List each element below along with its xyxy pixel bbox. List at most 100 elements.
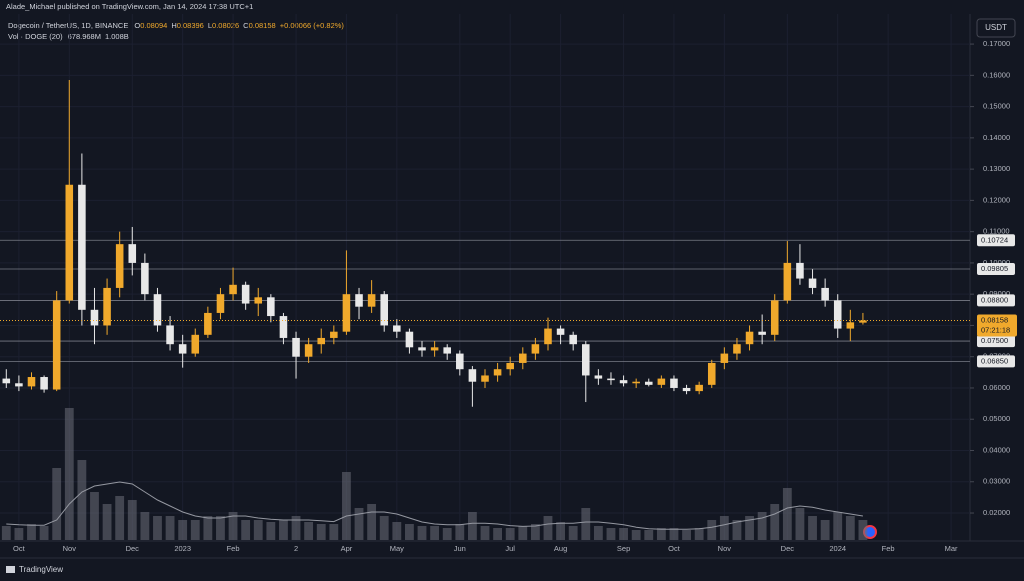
- candle-body: [594, 375, 603, 379]
- candle-body: [707, 362, 716, 385]
- candle-body: [833, 300, 842, 329]
- candle-body: [15, 383, 23, 387]
- x-tick-label: Nov: [63, 544, 77, 553]
- volume-bar: [694, 528, 704, 540]
- level-label: 0.10724: [981, 235, 1008, 244]
- candle-body: [367, 294, 376, 307]
- level-tag: [977, 355, 1015, 368]
- volume-value: 678.968M: [68, 32, 101, 41]
- candle-body: [657, 378, 666, 385]
- level-tag: [977, 234, 1015, 247]
- volume-bar: [833, 512, 843, 540]
- volume-bar: [27, 524, 36, 540]
- volume-bar: [115, 496, 125, 540]
- y-tick-label: 0.15000: [983, 102, 1010, 111]
- y-tick-label: 0.03000: [983, 477, 1010, 486]
- y-tick-label: 0.11000: [983, 227, 1010, 236]
- y-tick-label: 0.16000: [983, 70, 1010, 79]
- candle-body: [481, 375, 489, 382]
- candle-body: [216, 294, 225, 313]
- volume-bar: [14, 528, 24, 540]
- volume-bar: [581, 508, 591, 540]
- candle-body: [430, 347, 439, 351]
- x-tick-label: Sep: [617, 544, 630, 553]
- candle-body: [141, 262, 149, 295]
- level-tag: [977, 294, 1015, 307]
- candle-body: [783, 262, 792, 301]
- volume-bar: [606, 528, 616, 540]
- volume-bar: [631, 530, 641, 540]
- volume-bar: [442, 528, 452, 540]
- volume-line: Vol · DOGE (20) 678.968M 1.008B: [8, 32, 129, 41]
- candle-body: [582, 344, 590, 376]
- candle-body: [569, 334, 577, 345]
- volume-bar: [820, 520, 830, 540]
- volume-bar: [669, 528, 679, 540]
- volume-bar: [707, 520, 717, 540]
- volume-bar: [530, 524, 540, 540]
- candle-body: [279, 316, 288, 338]
- candle-body: [52, 300, 61, 390]
- volume-bar: [644, 530, 654, 540]
- volume-pane: [1, 408, 868, 540]
- candle-body: [519, 353, 527, 363]
- x-tick-label: Dec: [781, 544, 795, 553]
- x-tick-label: Jul: [505, 544, 515, 553]
- ohlc-value: 0.08158: [249, 21, 276, 30]
- currency[interactable]: USDT: [985, 23, 1007, 32]
- volume-bar: [178, 520, 188, 540]
- level-label: 0.09805: [981, 264, 1008, 273]
- currency-button[interactable]: [976, 18, 1016, 38]
- volume-bar: [1, 526, 11, 540]
- candle-body: [405, 331, 414, 348]
- y-tick-label: 0.06000: [983, 383, 1010, 392]
- volume-bar: [467, 512, 477, 540]
- change: +0.00066 (+0.82%): [280, 21, 345, 30]
- candle-body: [808, 278, 817, 288]
- candle-body: [40, 377, 48, 390]
- candle-body: [846, 322, 855, 329]
- volume-bar: [808, 516, 817, 540]
- y-tick-label: 0.17000: [983, 39, 1010, 48]
- volume-ma-value: 1.008B: [105, 32, 129, 41]
- volume-bar: [770, 504, 780, 540]
- volume-bar: [405, 524, 414, 540]
- volume-bar: [367, 504, 377, 540]
- volume-bar: [845, 516, 855, 540]
- ohlc-label: H: [171, 21, 176, 30]
- candle-body: [619, 380, 628, 384]
- volume-bar: [795, 508, 805, 540]
- x-tick-label: Dec: [126, 544, 140, 553]
- volume-bar: [782, 488, 792, 540]
- candle-body: [770, 300, 779, 335]
- candle-body: [380, 294, 388, 326]
- candle-body: [166, 325, 174, 345]
- volume-bar: [732, 520, 742, 540]
- candle-body: [90, 309, 99, 326]
- level-tag: [977, 263, 1015, 276]
- candle-body: [2, 378, 11, 384]
- volume-bar: [304, 522, 314, 540]
- level-label: 0.08800: [981, 295, 1008, 304]
- current-price-tag: [977, 314, 1017, 337]
- candle-body: [720, 353, 729, 363]
- candle-body: [254, 297, 263, 304]
- volume-bar: [291, 516, 301, 540]
- brand-logo: [6, 566, 15, 573]
- volume-bar: [127, 500, 137, 540]
- ohlc-value: 0.08026: [212, 21, 239, 30]
- candle-body: [229, 284, 237, 295]
- y-tick-label: 0.09000: [983, 289, 1010, 298]
- volume-bar: [140, 512, 150, 540]
- candle-body: [544, 328, 552, 345]
- candle-body: [304, 344, 313, 357]
- y-tick-label: 0.12000: [983, 195, 1010, 204]
- volume-bar: [543, 516, 553, 540]
- volume-bar: [568, 526, 578, 540]
- volume-bar: [505, 528, 515, 540]
- candle-body: [745, 331, 754, 345]
- x-tick-label: Feb: [227, 544, 240, 553]
- candle-body: [796, 262, 804, 279]
